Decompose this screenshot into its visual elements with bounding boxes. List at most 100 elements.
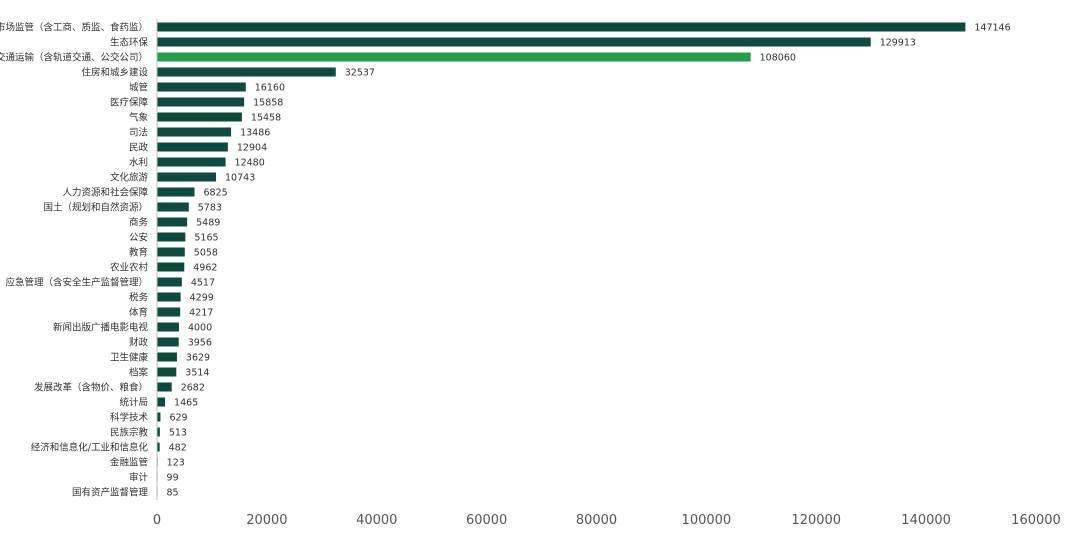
bar xyxy=(157,232,186,242)
category-label: 气象 xyxy=(129,112,149,124)
value-label: 6825 xyxy=(203,188,227,199)
value-labels: 147146 129913 108060 32537 16160 15858 15458 13… xyxy=(166,23,1010,499)
category-label: 市场监管（含工商、质监、食药监） xyxy=(0,22,148,34)
bar xyxy=(157,367,177,377)
x-tick-label: 100000 xyxy=(682,513,732,528)
x-tick-label: 0 xyxy=(153,513,161,528)
bar xyxy=(157,187,195,197)
category-label: 新闻出版广播电影电视 xyxy=(53,322,149,334)
bar xyxy=(157,97,245,107)
category-label: 城管 xyxy=(129,82,148,94)
category-label: 教育 xyxy=(129,247,148,259)
value-label: 513 xyxy=(169,428,187,439)
category-label: 审计 xyxy=(129,472,149,484)
bar xyxy=(157,52,751,62)
category-label: 应急管理（含安全生产监督管理） xyxy=(5,277,148,289)
bar xyxy=(157,412,161,422)
value-label: 3514 xyxy=(185,368,209,379)
category-label: 农业农村 xyxy=(110,262,149,274)
category-label: 医疗保障 xyxy=(110,97,149,109)
value-label: 4962 xyxy=(193,263,217,274)
bar xyxy=(157,157,226,167)
value-label: 4299 xyxy=(190,293,214,304)
value-label: 1465 xyxy=(174,398,198,409)
value-label: 13486 xyxy=(240,128,270,139)
category-label: 人力资源和社会保障 xyxy=(62,187,148,199)
bar xyxy=(157,202,189,212)
value-label: 15858 xyxy=(253,98,283,109)
x-tick-label: 120000 xyxy=(791,513,841,528)
bar xyxy=(157,427,160,437)
category-label: 科学技术 xyxy=(110,412,149,424)
category-label: 国土（规划和自然资源） xyxy=(43,202,148,214)
x-tick-label: 20000 xyxy=(246,513,287,528)
bar xyxy=(157,217,188,227)
bar xyxy=(157,442,160,452)
bar xyxy=(157,337,179,347)
category-label: 司法 xyxy=(129,127,148,139)
value-label: 482 xyxy=(169,443,187,454)
bar xyxy=(157,142,228,152)
bar xyxy=(157,307,181,317)
value-label: 4217 xyxy=(189,308,213,319)
category-label: 商务 xyxy=(129,217,149,229)
category-label: 经济和信息化/工业和信息化 xyxy=(31,442,149,454)
x-tick-label: 40000 xyxy=(356,513,397,528)
bar xyxy=(157,22,966,32)
value-label: 123 xyxy=(167,458,185,469)
bar xyxy=(157,112,242,122)
category-label: 卫生健康 xyxy=(110,352,149,364)
x-tick-label: 60000 xyxy=(466,513,507,528)
category-label: 税务 xyxy=(129,292,149,304)
x-tick-label: 80000 xyxy=(576,513,617,528)
value-label: 12904 xyxy=(237,143,267,154)
value-label: 85 xyxy=(166,488,178,499)
value-label: 32537 xyxy=(345,68,375,79)
category-label: 住房和城乡建设 xyxy=(81,67,148,79)
value-label: 5783 xyxy=(198,203,222,214)
category-label: 民政 xyxy=(129,142,149,154)
category-label: 文化旅游 xyxy=(110,172,149,184)
bar xyxy=(157,322,179,332)
bar xyxy=(157,172,217,182)
value-label: 629 xyxy=(169,413,187,424)
value-label: 3629 xyxy=(186,353,210,364)
value-label: 4517 xyxy=(191,278,215,289)
value-label: 5489 xyxy=(196,218,220,229)
bar xyxy=(157,277,182,287)
category-label: 国有资产监督管理 xyxy=(72,487,149,499)
bar xyxy=(157,292,181,302)
value-label: 12480 xyxy=(235,158,265,169)
value-label: 5165 xyxy=(194,233,218,244)
value-label: 147146 xyxy=(974,23,1010,34)
category-label: 统计局 xyxy=(119,397,148,409)
category-label: 交通运输（含轨道交通、公交公司） xyxy=(0,52,148,64)
bar xyxy=(157,397,166,407)
value-label: 2682 xyxy=(181,383,205,394)
category-label: 水利 xyxy=(129,157,148,169)
value-label: 10743 xyxy=(225,173,255,184)
value-label: 129913 xyxy=(880,38,916,49)
category-label: 财政 xyxy=(129,337,149,349)
bar xyxy=(157,127,232,137)
x-tick-label: 160000 xyxy=(1011,513,1061,528)
category-label: 发展改革（含物价、粮食） xyxy=(34,382,148,394)
category-label: 体育 xyxy=(129,307,148,319)
bar xyxy=(157,67,336,77)
bar xyxy=(157,37,871,47)
bar xyxy=(157,262,185,272)
category-label: 生态环保 xyxy=(110,37,149,49)
bars-layer xyxy=(157,22,966,497)
x-tick-label: 140000 xyxy=(901,513,951,528)
bar xyxy=(157,352,177,362)
x-axis-ticks: 0 20000 40000 60000 80000 100000 120000 140000 1… xyxy=(153,513,1061,528)
bar xyxy=(157,82,246,92)
bar xyxy=(157,247,185,257)
bar xyxy=(157,382,172,392)
category-label: 档案 xyxy=(129,367,149,379)
value-label: 15458 xyxy=(251,113,281,124)
category-label: 金融监管 xyxy=(110,457,148,469)
value-label: 99 xyxy=(167,473,179,484)
